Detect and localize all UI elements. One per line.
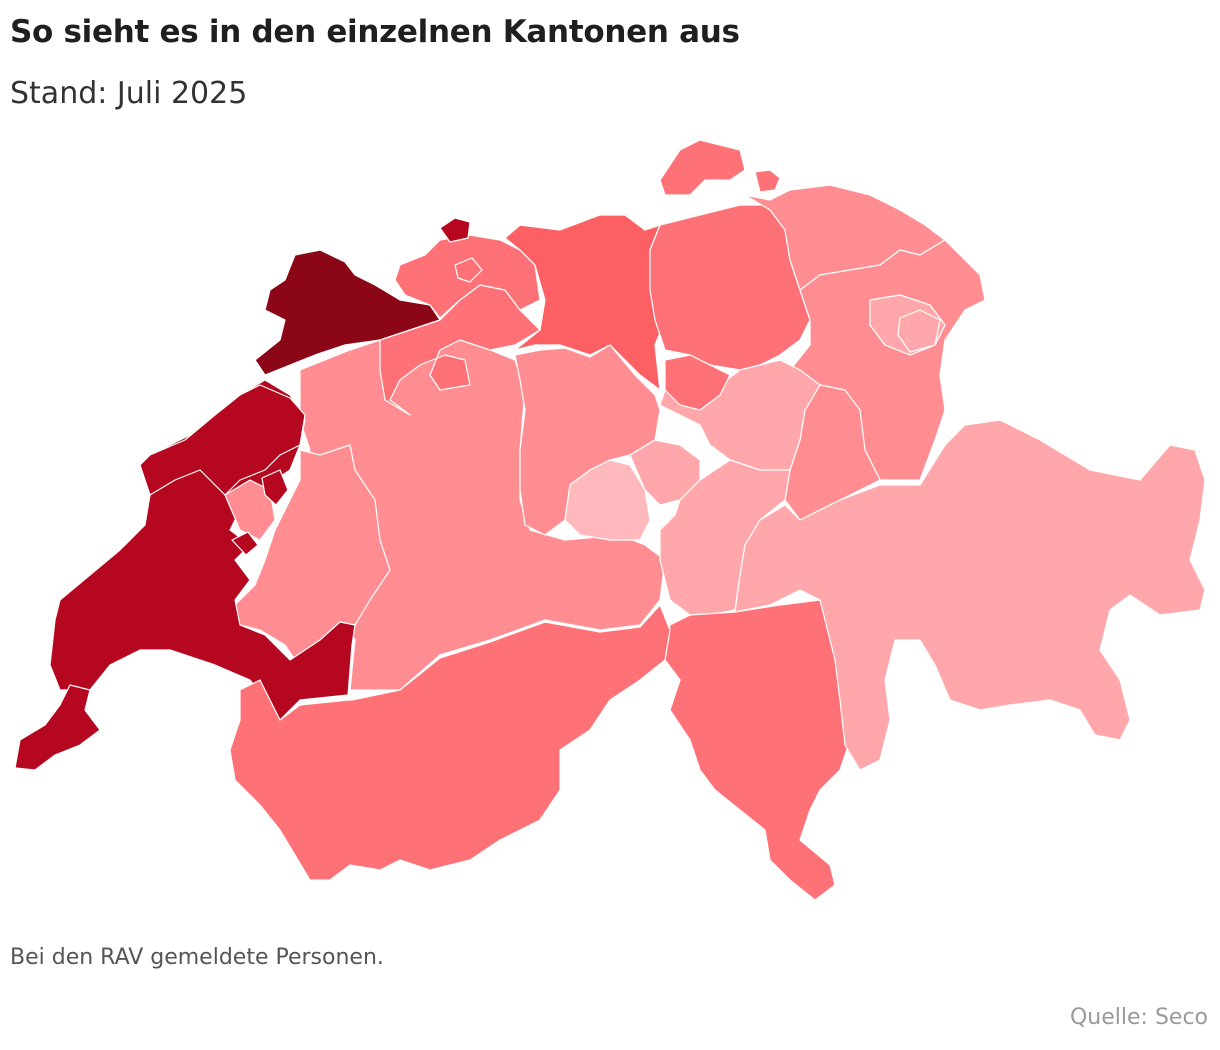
canton-obwalden[interactable] <box>564 459 651 541</box>
canton-ticino[interactable] <box>664 599 851 901</box>
canton-zug[interactable] <box>664 354 731 411</box>
canton-basel-stadt[interactable] <box>439 217 471 243</box>
source-credit: Quelle: Seco <box>1069 1005 1208 1030</box>
canton-schaffhausen-east[interactable] <box>754 169 781 193</box>
canton-graubuenden[interactable] <box>734 419 1206 771</box>
canton-basel-landschaft-enclave[interactable] <box>454 257 483 283</box>
canton-fribourg-enclaves[interactable] <box>224 479 276 541</box>
canton-vaud-enclave-1[interactable] <box>261 469 289 506</box>
canton-valais[interactable] <box>229 604 671 881</box>
canton-jura[interactable] <box>254 249 441 376</box>
canton-appenzell-innerrhoden[interactable] <box>897 309 941 353</box>
canton-geneve[interactable] <box>14 684 101 771</box>
chart-subtitle: Stand: Juli 2025 <box>10 76 248 111</box>
footnote: Bei den RAV gemeldete Personen. <box>10 945 384 970</box>
canton-neuchatel[interactable] <box>139 384 306 496</box>
canton-schaffhausen[interactable] <box>659 139 746 196</box>
switzerland-canton-map <box>14 139 1206 901</box>
chart-title: So sieht es in den einzelnen Kantonen au… <box>10 14 740 50</box>
canton-vaud-enclave-2[interactable] <box>231 531 259 556</box>
canton-aargau[interactable] <box>504 214 666 391</box>
